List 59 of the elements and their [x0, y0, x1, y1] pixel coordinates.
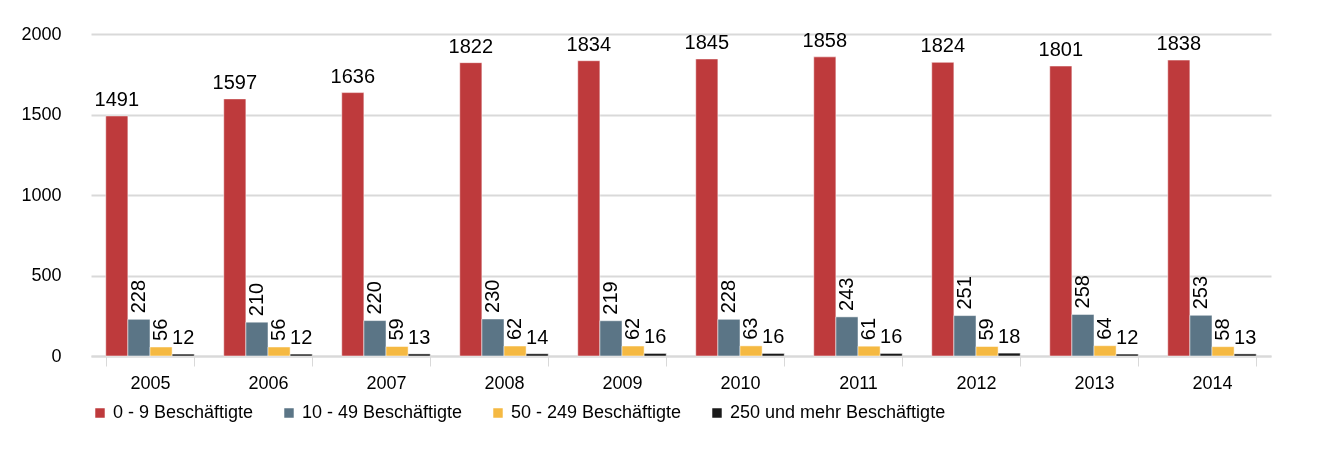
data-label: 16 [880, 325, 903, 348]
legend-label: 0 - 9 Beschäftigte [113, 402, 254, 422]
y-tick-label: 1000 [21, 184, 62, 205]
data-label: 230 [480, 279, 503, 313]
data-label: 220 [362, 281, 385, 315]
data-label: 14 [526, 325, 549, 348]
x-tick-label: 2009 [602, 372, 643, 393]
x-tick-label: 2007 [366, 372, 407, 393]
data-label: 63 [739, 317, 762, 340]
data-label: 219 [598, 281, 621, 315]
data-label: 62 [503, 317, 526, 341]
data-label: 61 [857, 317, 880, 341]
data-label: 1491 [94, 87, 140, 110]
x-tick-label: 2008 [484, 372, 525, 393]
legend-label: 10 - 49 Beschäftigte [302, 402, 463, 422]
data-label: 12 [172, 326, 195, 349]
data-label: 1636 [330, 64, 376, 87]
data-label: 18 [998, 325, 1021, 348]
data-label: 251 [952, 276, 975, 310]
data-label: 253 [1188, 275, 1211, 310]
data-label: 228 [126, 279, 149, 314]
data-label: 243 [834, 277, 857, 311]
data-label: 58 [1211, 318, 1234, 341]
data-label: 16 [762, 325, 785, 348]
x-tick-label: 2010 [720, 372, 761, 393]
x-tick-label: 2012 [956, 372, 997, 393]
y-tick-label: 1500 [21, 104, 62, 124]
data-label: 1845 [684, 30, 730, 53]
legend-label: 50 - 249 Beschäftigte [511, 402, 682, 422]
data-label: 56 [267, 318, 290, 341]
x-tick-label: 2014 [1192, 372, 1233, 393]
data-label: 1838 [1156, 32, 1202, 55]
data-label: 1824 [920, 34, 966, 57]
data-label: 1801 [1038, 38, 1084, 61]
data-label: 13 [1234, 325, 1257, 348]
data-label: 228 [716, 279, 739, 314]
x-tick-label: 2006 [248, 372, 289, 393]
y-tick-label: 0 [51, 345, 62, 366]
data-label: 258 [1070, 275, 1093, 309]
data-label: 13 [408, 325, 431, 348]
data-label: 1858 [802, 28, 848, 51]
data-label: 56 [149, 318, 172, 341]
y-tick-label: 2000 [21, 23, 62, 44]
data-label: 59 [975, 318, 998, 341]
data-label: 16 [644, 325, 667, 348]
legend-label: 250 und mehr Beschäftigte [730, 402, 946, 422]
data-label: 12 [290, 326, 313, 349]
x-tick-label: 2005 [130, 372, 171, 393]
data-label: 59 [385, 318, 408, 341]
data-label: 210 [244, 282, 267, 317]
x-tick-label: 2013 [1074, 372, 1115, 393]
data-label: 12 [1116, 326, 1139, 349]
data-label: 1834 [566, 32, 612, 55]
data-label: 1597 [212, 70, 258, 93]
data-label: 62 [621, 317, 644, 341]
y-tick-label: 500 [31, 265, 62, 285]
data-label: 64 [1093, 317, 1116, 340]
data-label: 1822 [448, 34, 494, 57]
x-tick-label: 2011 [839, 372, 878, 393]
